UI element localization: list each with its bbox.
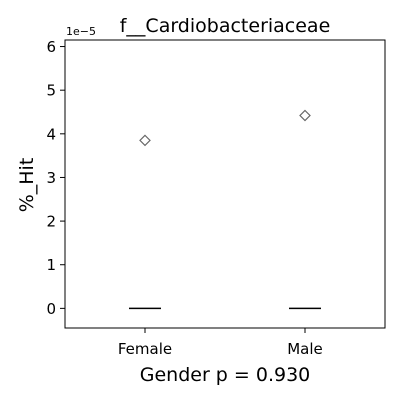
y-tick-label: 6 xyxy=(46,38,56,56)
x-tick-label: Female xyxy=(118,340,172,358)
y-axis: 0 1 2 3 4 5 6 xyxy=(46,38,65,318)
y-scale-offset: 1e−5 xyxy=(66,25,96,38)
y-tick-label: 1 xyxy=(46,256,56,274)
outlier-point-male xyxy=(299,109,311,122)
outlier-point-female xyxy=(139,134,151,147)
y-tick-label: 2 xyxy=(46,213,56,231)
x-axis-label: Gender p = 0.930 xyxy=(140,364,311,386)
y-tick-label: 5 xyxy=(46,82,56,100)
plot-area-frame xyxy=(64,39,386,329)
x-tick-label: Male xyxy=(287,340,323,358)
chart-title: f__Cardiobacteriaceae xyxy=(120,15,331,37)
y-axis-label: %_Hit xyxy=(16,158,38,213)
x-axis: Female Male xyxy=(118,328,323,358)
y-tick-label: 0 xyxy=(46,300,56,318)
y-tick-label: 4 xyxy=(46,125,56,143)
y-tick-label: 3 xyxy=(46,169,56,187)
plot-marks xyxy=(129,109,321,310)
